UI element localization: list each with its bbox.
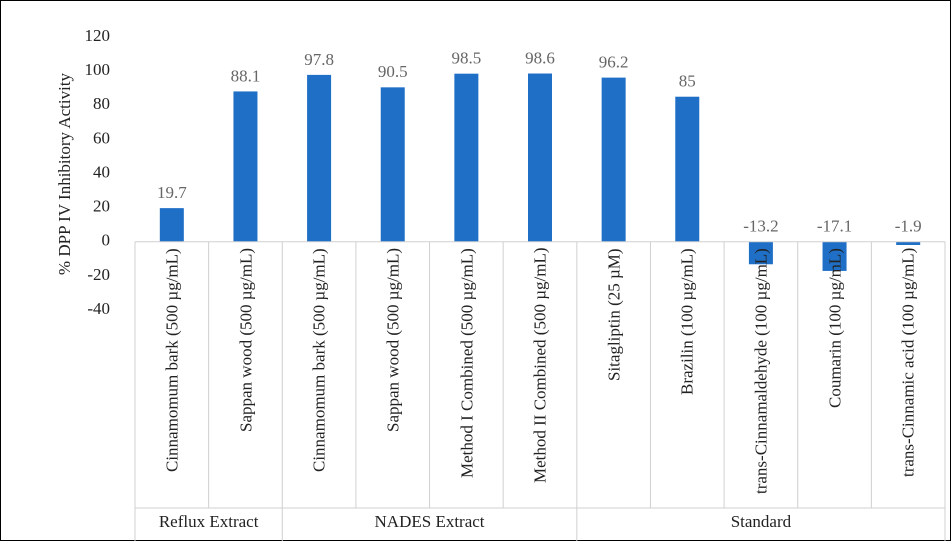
y-tick-label: 120 — [85, 26, 111, 45]
value-label: 98.6 — [525, 48, 555, 67]
category-label-box: Method I Combined (500 µg/mL) — [456, 247, 476, 478]
category-label-box: Sappan wood (500 µg/mL) — [383, 247, 403, 432]
x-tick-label: Sitagliptin (25 µM) — [604, 247, 624, 381]
x-tick-label: trans-Cinnamaldehyde (100 µg/mL) — [751, 247, 771, 494]
bar — [896, 241, 921, 245]
bar — [748, 241, 773, 265]
y-tick-label: 100 — [85, 60, 111, 79]
group-label: Reflux Extract — [159, 512, 259, 531]
y-tick-label: 20 — [93, 197, 110, 216]
bar — [454, 73, 479, 242]
category-label-box: Cinnamomum bark (500 µg/mL) — [162, 247, 182, 472]
category-label-box: Method II Combined (500 µg/mL) — [530, 247, 550, 484]
bar — [675, 96, 700, 242]
category-label-box: trans-Cinnamaldehyde (100 µg/mL) — [751, 247, 771, 494]
value-label: 97.8 — [304, 50, 334, 69]
x-tick-label: Coumarin (100 µg/mL) — [825, 247, 845, 408]
y-tick-label: 60 — [93, 128, 110, 147]
y-tick-label: -40 — [87, 299, 110, 318]
category-label-box: trans-Cinnamic acid (100 µg/mL) — [898, 247, 918, 478]
y-tick-label: 80 — [93, 94, 110, 113]
value-label: 90.5 — [378, 62, 408, 81]
y-tick-label: -20 — [87, 265, 110, 284]
bar — [159, 208, 184, 242]
value-label: -1.9 — [895, 217, 922, 236]
x-tick-label: Sappan wood (500 µg/mL) — [383, 247, 403, 432]
value-label: 88.1 — [231, 66, 261, 85]
x-tick-label: Cinnamomum bark (500 µg/mL) — [309, 247, 329, 472]
value-label: 96.2 — [599, 53, 629, 72]
bar — [822, 241, 847, 271]
value-label: -17.1 — [817, 217, 852, 236]
value-label: 85 — [679, 72, 696, 91]
x-tick-label: Method I Combined (500 µg/mL) — [456, 247, 476, 478]
bar — [233, 91, 258, 242]
y-axis-label: % DPP IV Inhibitory Activity — [55, 72, 74, 275]
group-label: NADES Extract — [375, 512, 485, 531]
value-label: 98.5 — [451, 49, 481, 68]
value-label: -13.2 — [743, 217, 778, 236]
category-label-box: Brazilin (100 µg/mL) — [677, 247, 697, 395]
bar — [307, 74, 332, 242]
category-label-box: Sitagliptin (25 µM) — [604, 247, 624, 381]
category-label-box: Coumarin (100 µg/mL) — [825, 247, 845, 408]
bar — [601, 77, 626, 242]
x-tick-label: trans-Cinnamic acid (100 µg/mL) — [898, 247, 918, 478]
y-tick-label: 40 — [93, 162, 110, 181]
x-tick-label: Brazilin (100 µg/mL) — [677, 247, 697, 395]
x-tick-label: Method II Combined (500 µg/mL) — [530, 247, 550, 484]
bar — [528, 73, 552, 242]
bar — [380, 87, 405, 242]
x-tick-label: Sappan wood (500 µg/mL) — [235, 247, 255, 432]
group-label: Standard — [731, 512, 792, 531]
y-tick-label: 0 — [102, 231, 111, 250]
category-label-box: Sappan wood (500 µg/mL) — [235, 247, 255, 432]
value-label: 19.7 — [157, 183, 187, 202]
x-tick-label: Cinnamomum bark (500 µg/mL) — [162, 247, 182, 472]
category-label-box: Cinnamomum bark (500 µg/mL) — [309, 247, 329, 472]
